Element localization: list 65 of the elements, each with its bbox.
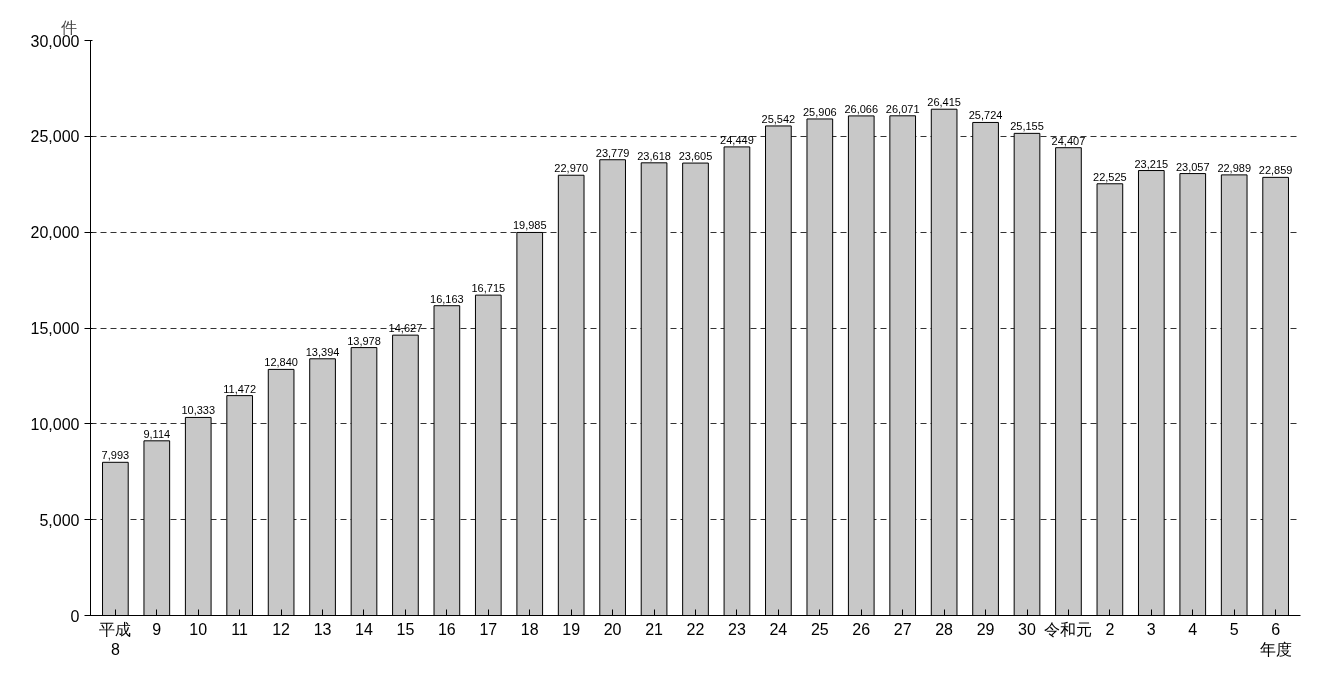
- data-label: 24,407: [1051, 134, 1086, 147]
- data-label: 23,215: [1134, 157, 1169, 170]
- x-tick-label: 22: [686, 620, 705, 638]
- x-tick-label: 12: [272, 620, 291, 638]
- x-tick-label: 30: [1018, 620, 1037, 638]
- data-label: 10,333: [181, 404, 216, 417]
- data-label: 14,627: [388, 322, 423, 335]
- data-label: 22,970: [554, 162, 589, 175]
- x-tick-label: 29: [976, 620, 995, 638]
- x-tick-label: 4: [1188, 620, 1198, 638]
- x-tick-label: 5: [1229, 620, 1239, 638]
- x-tick-label: 15: [396, 620, 415, 638]
- y-axis-title: 件: [60, 18, 77, 36]
- x-tick-label: 23: [728, 620, 746, 638]
- data-label: 9,114: [143, 427, 171, 440]
- x-tick-label: 11: [231, 620, 249, 638]
- data-label: 23,057: [1175, 160, 1210, 173]
- data-label: 22,525: [1093, 170, 1127, 183]
- data-label: 26,071: [885, 102, 920, 115]
- data-label: 23,618: [637, 149, 671, 162]
- data-label: 16,163: [430, 292, 464, 305]
- data-label: 12,840: [264, 356, 298, 369]
- x-tick-label: 6 年度: [1259, 620, 1292, 658]
- data-label: 25,542: [761, 112, 796, 125]
- x-tick-label: 26: [852, 620, 871, 638]
- y-tick-label: 10,000: [30, 415, 80, 433]
- x-tick-label: 14: [355, 620, 373, 638]
- data-label: 23,605: [678, 150, 713, 163]
- data-label: 13,394: [305, 345, 340, 358]
- data-label: 25,906: [802, 105, 837, 118]
- x-tick-label: 令和元: [1044, 620, 1093, 638]
- data-label: 23,779: [595, 146, 630, 159]
- data-label: 25,724: [968, 109, 1003, 122]
- y-tick-label: 0: [70, 607, 80, 625]
- x-tick-label: 19: [562, 620, 581, 638]
- x-tick-label: 10: [189, 620, 208, 638]
- y-tick-label: 20,000: [30, 224, 80, 242]
- data-label: 24,449: [720, 133, 754, 146]
- x-tick-label: 24: [769, 620, 788, 638]
- data-label: 16,715: [471, 282, 506, 295]
- data-label: 22,989: [1217, 161, 1252, 174]
- x-tick-label: 13: [313, 620, 332, 638]
- x-tick-label: 16: [437, 620, 456, 638]
- x-tick-label: 20: [603, 620, 622, 638]
- y-tick-label: 15,000: [30, 320, 80, 337]
- data-label: 26,415: [927, 96, 961, 109]
- x-tick-label: 9: [152, 620, 162, 638]
- data-label: 22,859: [1258, 164, 1293, 177]
- x-tick-label: 2: [1105, 620, 1115, 638]
- x-tick-label: 27: [893, 620, 912, 638]
- data-label: 19,985: [512, 219, 547, 232]
- x-tick-label: 21: [645, 620, 664, 638]
- x-tick-label: 平成 8: [99, 620, 132, 658]
- data-label: 7,993: [101, 449, 130, 462]
- x-tick-label: 28: [935, 620, 954, 638]
- data-label: 25,155: [1010, 120, 1044, 133]
- data-label: 26,066: [844, 102, 879, 115]
- x-tick-label: 3: [1146, 620, 1156, 638]
- data-label: 13,978: [347, 334, 381, 347]
- data-label: 11,472: [223, 382, 257, 395]
- x-tick-label: 18: [520, 620, 539, 638]
- x-tick-label: 25: [810, 620, 829, 638]
- y-tick-label: 25,000: [30, 128, 80, 146]
- x-tick-label: 17: [479, 620, 498, 638]
- y-tick-label: 5,000: [39, 511, 80, 529]
